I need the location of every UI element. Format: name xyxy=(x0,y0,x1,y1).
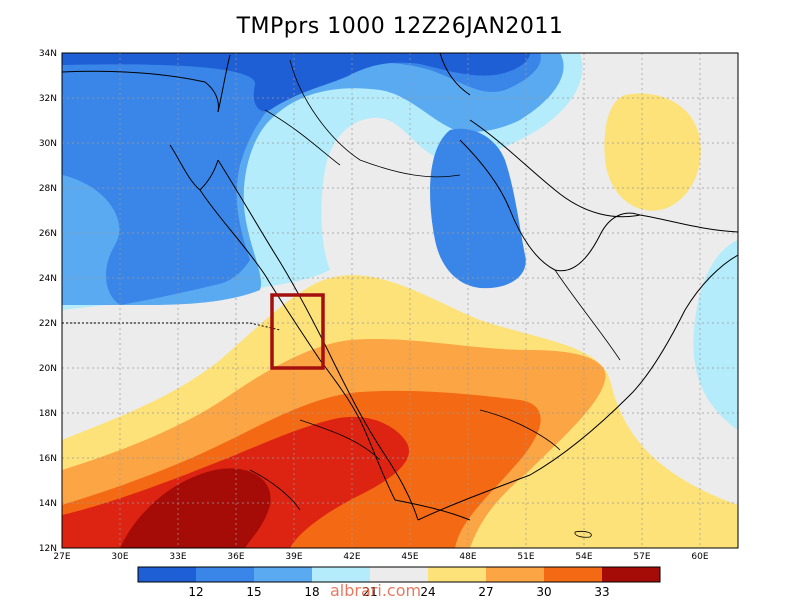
colorbar-swatch xyxy=(138,567,196,582)
band-12-15-east xyxy=(430,128,526,289)
plot-frame xyxy=(61,52,739,549)
lon-label: 60E xyxy=(691,552,708,562)
lat-label: 32N xyxy=(39,94,57,104)
lon-labels: 27E 30E 33E 36E 39E 42E 45E 48E 51E 54E … xyxy=(53,552,708,562)
lon-label: 39E xyxy=(285,552,302,562)
watermark: albrari.com xyxy=(330,581,422,600)
lon-label: 51E xyxy=(517,552,534,562)
lon-label: 45E xyxy=(401,552,418,562)
band-15-18-west xyxy=(62,175,121,305)
lat-label: 16N xyxy=(39,454,57,464)
lon-label: 27E xyxy=(53,552,70,562)
band-above-36 xyxy=(120,468,271,548)
colorbar-label: 33 xyxy=(594,585,609,599)
lat-label: 28N xyxy=(39,184,57,194)
temperature-field xyxy=(62,53,738,548)
colorbar-swatch xyxy=(312,567,370,582)
colorbar-label: 24 xyxy=(420,585,435,599)
colorbar-label: 12 xyxy=(188,585,203,599)
lat-label: 24N xyxy=(39,274,57,284)
lon-label: 57E xyxy=(633,552,650,562)
band-24-27-ne xyxy=(604,93,701,211)
colorbar-swatch xyxy=(602,567,660,582)
lon-label: 33E xyxy=(169,552,186,562)
colorbar-swatch xyxy=(486,567,544,582)
colorbar: 12 15 18 21 24 27 30 33 xyxy=(137,566,661,599)
band-12-15 xyxy=(62,53,541,305)
colorbar-label: 15 xyxy=(246,585,261,599)
coastlines xyxy=(62,53,738,538)
map-title: TMPprs 1000 12Z26JAN2011 xyxy=(236,14,564,39)
lat-label: 26N xyxy=(39,229,57,239)
lat-label: 22N xyxy=(39,319,57,329)
colorbar-label: 30 xyxy=(536,585,551,599)
band-below-12 xyxy=(62,53,530,112)
lat-label: 20N xyxy=(39,364,57,374)
lon-label: 36E xyxy=(227,552,244,562)
lat-label: 30N xyxy=(39,139,57,149)
colorbar-swatch xyxy=(544,567,602,582)
highlight-box xyxy=(270,293,325,370)
lon-label: 48E xyxy=(459,552,476,562)
lon-label: 42E xyxy=(343,552,360,562)
colorbar-swatch xyxy=(370,567,428,582)
colorbar-swatch xyxy=(254,567,312,582)
lat-labels: 12N 14N 16N 18N 20N 22N 24N 26N 28N 30N … xyxy=(39,49,57,554)
lat-label: 18N xyxy=(39,409,57,419)
colorbar-label: 18 xyxy=(304,585,319,599)
lon-label: 30E xyxy=(111,552,128,562)
lat-label: 14N xyxy=(39,499,57,509)
colorbar-label: 21 xyxy=(362,585,377,599)
lat-label: 34N xyxy=(39,49,57,59)
colorbar-label: 27 xyxy=(478,585,493,599)
lon-label: 54E xyxy=(575,552,592,562)
colorbar-swatch xyxy=(196,567,254,582)
band-18-21-right xyxy=(693,240,738,430)
colorbar-swatch xyxy=(428,567,486,582)
lat-label: 12N xyxy=(39,544,57,554)
